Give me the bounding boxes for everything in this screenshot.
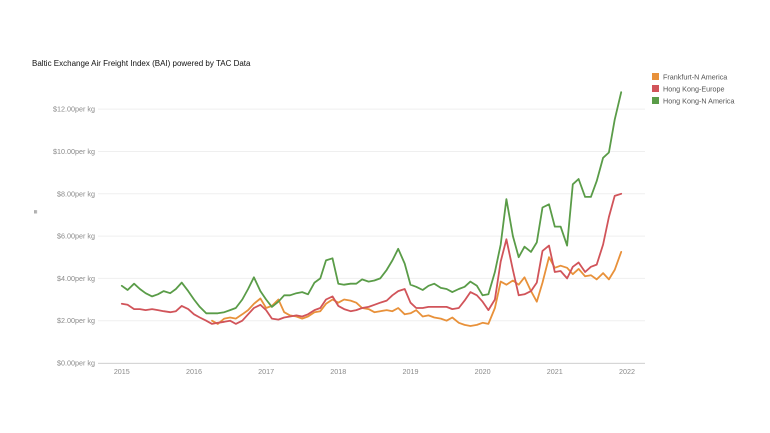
series-line <box>120 192 623 325</box>
legend-label: Hong Kong-Europe <box>663 85 725 94</box>
legend-label: Hong Kong-N America <box>663 97 735 106</box>
x-tick-label: 2020 <box>475 367 491 376</box>
y-tick-label: $4.00per kg <box>57 274 95 283</box>
y-tick-label: $8.00per kg <box>57 189 95 198</box>
y-tick-label: $12.00per kg <box>53 105 95 114</box>
y-tick-label: $2.00per kg <box>57 316 95 325</box>
y-tick-label: $6.00per kg <box>57 232 95 241</box>
x-tick-label: 2022 <box>619 367 635 376</box>
gridlines <box>98 108 645 364</box>
x-axis: 2015 2016 2017 2018 2019 2020 2021 2022 <box>98 363 645 376</box>
legend-swatch <box>652 85 659 92</box>
x-tick-label: 2018 <box>330 367 346 376</box>
x-tick-label: 2019 <box>402 367 418 376</box>
legend-label: Frankfurt-N America <box>663 73 727 82</box>
x-tick-label: 2016 <box>186 367 202 376</box>
legend: Frankfurt-N America Hong Kong-Europe Hong … <box>652 73 735 106</box>
series-line <box>211 251 623 327</box>
legend-swatch <box>652 97 659 104</box>
y-tick-label: $10.00per kg <box>53 147 95 156</box>
x-tick-label: 2017 <box>258 367 274 376</box>
series-lines <box>120 91 623 327</box>
y-tick-label: $0.00per kg <box>57 359 95 368</box>
x-tick-label: 2021 <box>547 367 563 376</box>
x-tick-label: 2015 <box>114 367 130 376</box>
y-axis: $0.00per kg $2.00per kg $4.00per kg $6.00pe… <box>53 105 95 368</box>
chart-title: Baltic Exchange Air Freight Index (BAI) … <box>32 59 251 68</box>
legend-swatch <box>652 73 659 80</box>
y-axis-unit-glyph: ≡ <box>33 210 40 214</box>
series-line <box>120 91 623 315</box>
